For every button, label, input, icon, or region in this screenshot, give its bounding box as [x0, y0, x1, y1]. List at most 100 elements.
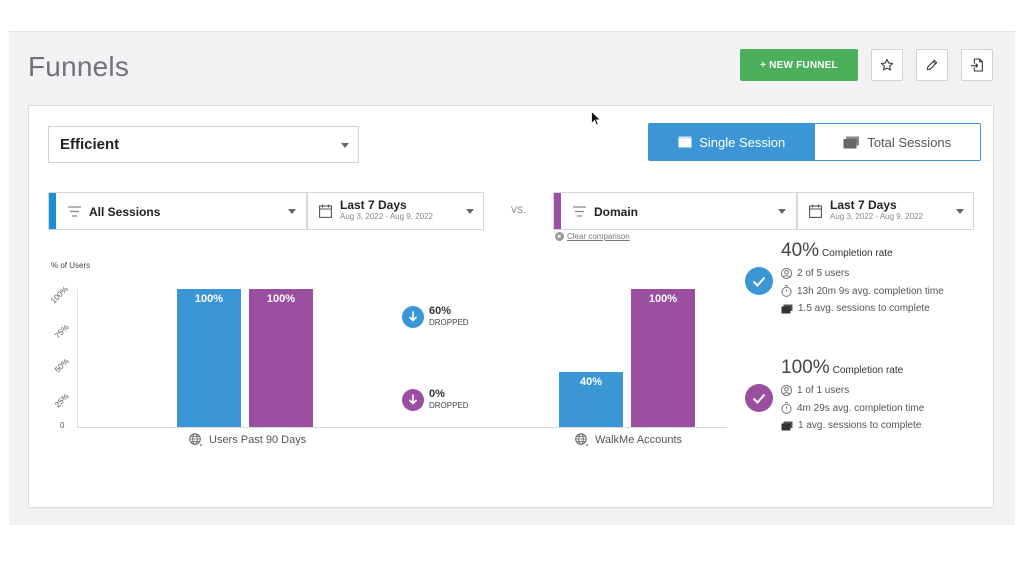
x-axis-line	[77, 427, 727, 428]
bar-series-1-cat-0[interactable]: 100%	[249, 289, 313, 427]
close-circle-icon	[555, 232, 564, 241]
stacked-windows-icon	[843, 136, 860, 148]
users-text: 1 of 1 users	[797, 385, 850, 396]
single-session-tab[interactable]: Single Session	[649, 124, 815, 160]
completion-rate-value: 100%	[781, 357, 830, 378]
export-icon	[971, 58, 983, 72]
arrow-down-icon	[402, 305, 424, 328]
users-row: 1 of 1 users	[781, 385, 924, 396]
session-toggle[interactable]: Single Session Total Sessions	[648, 123, 981, 161]
bar-value-label: 100%	[194, 293, 224, 305]
sessions-text: 1.5 avg. sessions to complete	[798, 303, 930, 314]
pencil-icon	[926, 59, 938, 71]
dropped-indicator-purple: 0% DROPPED	[402, 388, 469, 411]
app-window: Funnels + NEW FUNNEL Efficient Single Se…	[9, 31, 1015, 525]
dropped-label: DROPPED	[429, 401, 469, 410]
y-tick-label: 0	[60, 421, 65, 430]
stopwatch-icon	[781, 402, 792, 414]
single-session-label: Single Session	[699, 134, 786, 150]
time-row: 4m 29s avg. completion time	[781, 402, 924, 414]
users-text: 2 of 5 users	[797, 268, 850, 279]
total-sessions-tab[interactable]: Total Sessions	[814, 124, 980, 160]
left-date-range: Aug 3, 2022 - Aug 9, 2022	[340, 212, 433, 221]
right-date-text: Last 7 Days Aug 3, 2022 - Aug 9, 2022	[830, 199, 923, 222]
completion-rate-value: 40%	[781, 240, 820, 261]
x-category-label: Users Past 90 Days	[209, 434, 307, 446]
right-segment-filter[interactable]: Domain	[553, 192, 797, 230]
dropped-percent: 0%	[429, 388, 445, 400]
completion-rate: 100% Completion rate	[781, 357, 924, 379]
page-title: Funnels	[28, 51, 130, 82]
funnel-select[interactable]: Efficient	[48, 126, 359, 163]
users-row: 2 of 5 users	[781, 268, 944, 279]
completion-rate: 40% Completion rate	[781, 240, 944, 262]
left-filter-stripe	[49, 193, 56, 229]
check-circle-icon	[745, 384, 773, 412]
time-text: 4m 29s avg. completion time	[797, 402, 925, 414]
arrow-down-icon	[402, 388, 424, 411]
x-category-label: WalkMe Accounts	[595, 434, 683, 446]
filter-icon	[573, 206, 586, 217]
new-funnel-button[interactable]: + NEW FUNNEL	[740, 49, 858, 81]
sessions-row: 1.5 avg. sessions to complete	[781, 303, 944, 314]
funnel-card: Efficient Single Session Total Sessions …	[28, 105, 994, 508]
clear-comparison-label: Clear comparison	[567, 232, 630, 241]
check-circle-icon	[745, 267, 773, 295]
right-date-main: Last 7 Days	[830, 198, 897, 212]
user-icon	[781, 385, 792, 396]
stopwatch-icon	[781, 285, 792, 297]
favorite-button[interactable]	[871, 49, 903, 81]
user-icon	[781, 268, 792, 279]
dropped-percent: 60%	[429, 305, 452, 317]
calendar-icon	[319, 204, 332, 218]
y-tick-label: 25%	[53, 391, 71, 409]
x-category-users-past-90-days: Users Past 90 Days	[189, 433, 306, 447]
sessions-text: 1 avg. sessions to complete	[798, 420, 922, 431]
time-row: 13h 20m 9s avg. completion time	[781, 285, 944, 297]
chevron-down-icon	[341, 143, 349, 148]
star-icon	[880, 58, 894, 71]
edit-button[interactable]	[916, 49, 948, 81]
export-button[interactable]	[961, 49, 993, 81]
y-tick-label: 50%	[53, 356, 71, 375]
y-axis-label: % of Users	[51, 261, 91, 270]
y-tick-label: 100%	[49, 284, 70, 306]
left-date-text: Last 7 Days Aug 3, 2022 - Aug 9, 2022	[340, 199, 433, 222]
window-icon	[678, 136, 692, 148]
filter-icon	[68, 206, 81, 217]
stats-block-purple: 100% Completion rate 1 of 1 users 4m 29s …	[781, 357, 924, 431]
right-filter-stripe	[554, 193, 561, 229]
y-tick-label: 75%	[53, 322, 71, 340]
globe-icon	[575, 433, 588, 446]
total-sessions-label: Total Sessions	[867, 134, 952, 150]
left-date-main: Last 7 Days	[340, 198, 407, 212]
funnel-select-value: Efficient	[60, 136, 120, 153]
right-date-filter[interactable]: Last 7 Days Aug 3, 2022 - Aug 9, 2022	[797, 192, 974, 230]
completion-rate-label: Completion rate	[832, 365, 904, 376]
bar-series-1-cat-1[interactable]: 100%	[631, 289, 695, 427]
chevron-down-icon	[778, 209, 786, 214]
clear-comparison-link[interactable]: Clear comparison	[555, 232, 630, 241]
dropped-label: DROPPED	[429, 318, 469, 327]
dropped-indicator-blue: 60% DROPPED	[402, 305, 469, 328]
calendar-icon	[809, 204, 822, 218]
sessions-icon	[781, 304, 793, 313]
completion-rate-label: Completion rate	[822, 248, 893, 259]
bar-value-label: 100%	[648, 293, 678, 305]
vs-label: VS.	[511, 205, 526, 215]
left-segment-filter[interactable]: All Sessions	[48, 192, 307, 230]
chevron-down-icon	[288, 209, 296, 214]
bar-value-label: 100%	[266, 293, 296, 305]
bar-series-0-cat-0[interactable]: 100%	[177, 289, 241, 427]
chevron-down-icon	[956, 209, 964, 214]
right-date-range: Aug 3, 2022 - Aug 9, 2022	[830, 212, 923, 221]
sessions-row: 1 avg. sessions to complete	[781, 420, 924, 431]
time-text: 13h 20m 9s avg. completion time	[797, 285, 944, 297]
bar-series-0-cat-1[interactable]: 40%	[559, 371, 623, 427]
chevron-down-icon	[466, 209, 474, 214]
right-segment-label: Domain	[594, 205, 639, 219]
globe-icon	[189, 433, 202, 446]
left-date-filter[interactable]: Last 7 Days Aug 3, 2022 - Aug 9, 2022	[307, 192, 484, 230]
mouse-cursor-icon	[591, 111, 601, 126]
stats-block-blue: 40% Completion rate 2 of 5 users 13h 20m …	[781, 240, 944, 314]
